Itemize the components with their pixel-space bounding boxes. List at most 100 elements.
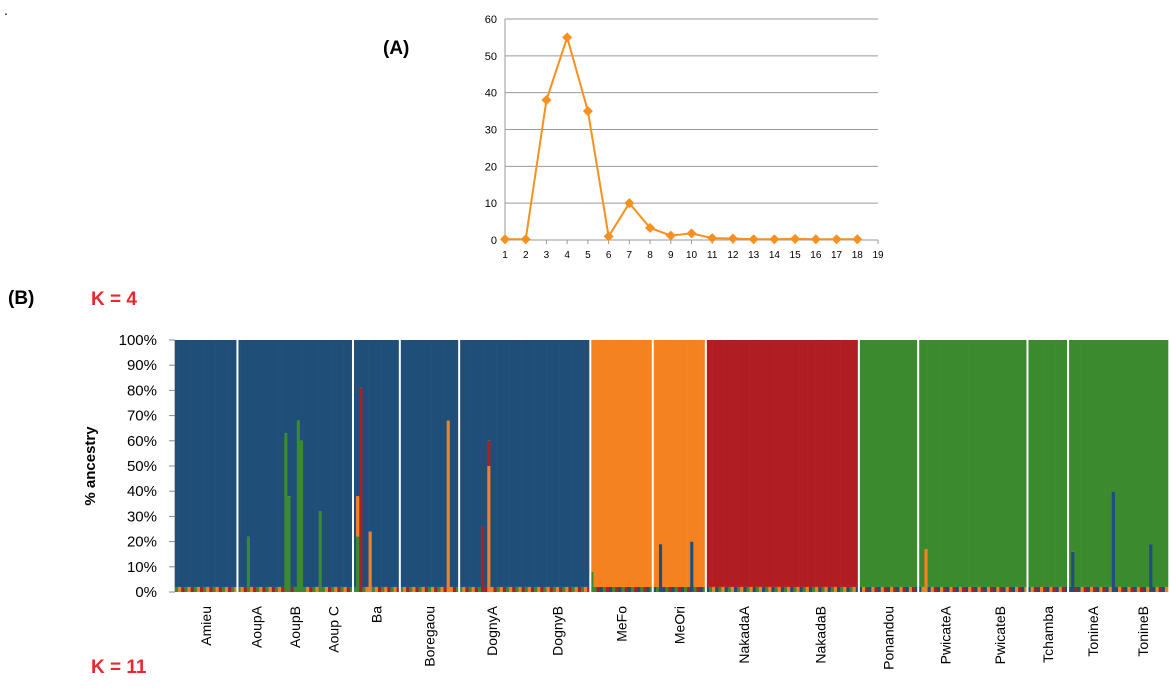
group-label: Aoup C [326,606,342,653]
ancestry-bar-segment-green [905,340,910,587]
ancestry-bar-segment-green [999,340,1003,587]
ancestry-bar-segment-orange [977,586,981,592]
x-tick-label: 2 [523,250,529,261]
ancestry-bar-segment-red [190,586,195,592]
ancestry-bar-segment-orange [609,340,613,587]
ancestry-bar-segment-orange [471,586,476,592]
ancestry-bar-segment-green [896,340,900,587]
ancestry-bar-segment-blue [549,340,554,587]
ancestry-bar-segment-red [549,586,554,592]
ancestry-bar-segment-red [1130,586,1134,592]
ancestry-bar-segment-blue [274,340,279,587]
ancestry-bar-segment-red [830,340,835,587]
ancestry-bar-segment-orange [627,340,632,587]
ancestry-bar-segment-orange [596,340,600,587]
y-tick-label: 60 [485,14,497,26]
ancestry-bar-segment-blue [524,340,529,587]
ancestry-bar-segment-blue [481,340,485,527]
data-point [645,222,656,233]
ancestry-bar-segment-blue [1124,586,1128,592]
ancestry-bar-segment-orange [1049,586,1053,592]
ancestry-bar-segment-red [596,586,600,592]
ancestry-bar-segment-red [474,586,479,592]
ancestry-bar-segment-green [1124,340,1128,587]
ancestry-bar-segment-blue [818,586,822,592]
ancestry-bar-segment-green [1099,340,1103,587]
ancestry-bar-segment-green [265,586,269,592]
ancestry-bar-segment-orange [815,586,819,592]
ancestry-bar-segment-blue [349,340,354,587]
ancestry-bar-segment-blue [671,586,675,592]
ancestry-bar-segment-blue [243,340,248,587]
ancestry-bar-segment-orange [1099,586,1103,592]
ancestry-bar-segment-blue [877,586,882,592]
ancestry-bar-segment-blue [1021,586,1025,592]
ancestry-bar-segment-red [758,340,763,587]
ancestry-bar-segment-red [668,586,672,592]
group-label: MeOri [671,606,687,644]
ancestry-bar-segment-red [874,586,878,592]
ancestry-bar-segment-green [231,586,235,592]
ancestry-bar-segment-green [1061,340,1066,587]
group-label: DognyB [550,606,566,656]
ancestry-bar-segment-blue [762,586,766,592]
ancestry-bar-segment-green [1105,340,1109,587]
x-tick-label: 5 [585,250,591,261]
ancestry-bar-segment-orange [334,586,338,592]
ancestry-bar-segment-blue [268,340,273,587]
ancestry-bar-segment-green [802,586,807,592]
ancestry-bar-segment-orange [721,586,725,592]
ancestry-bar-segment-red [1102,586,1106,592]
ancestry-bar-segment-blue [752,586,757,592]
ancestry-bar-segment-blue [265,340,269,587]
ancestry-bar-segment-blue [652,586,657,592]
ancestry-bar-segment-orange [196,586,201,592]
ancestry-bar-segment-blue [321,340,326,587]
ancestry-bar-segment-green [702,586,707,592]
ancestry-bar-segment-green [949,340,953,587]
ancestry-bar-segment-orange [618,340,622,587]
ancestry-bar-segment-green [1127,340,1131,587]
ancestry-bar-segment-green [1161,340,1166,587]
ancestry-bar-segment-green [212,586,216,592]
ancestry-bar-segment-blue [509,340,513,587]
ancestry-bar-segment-blue [253,340,257,587]
ancestry-bar-segment-blue [915,586,919,592]
ancestry-bar-segment-red [883,586,888,592]
ancestry-bar-segment-green [1021,340,1025,587]
ancestry-bar-segment-blue [443,340,447,587]
ancestry-bar-segment-red [705,340,710,587]
y-tick-label: 60% [127,433,157,450]
ancestry-bar-segment-blue [1111,491,1116,592]
ancestry-bar-segment-blue [381,340,385,587]
ancestry-bar-segment-orange [880,586,885,592]
ancestry-bar-segment-green [927,340,931,587]
ancestry-bar-segment-green [727,586,732,592]
ancestry-bar-segment-red [1018,586,1022,592]
ancestry-bar-segment-orange [924,549,928,592]
ancestry-bar-segment-green [256,586,260,592]
ancestry-bar-segment-blue [493,340,497,587]
ancestry-bar-segment-green [1093,340,1097,587]
ancestry-bar-segment-red [802,340,807,587]
ancestry-bar-segment-blue [515,340,519,587]
ancestry-bar-segment-green [312,586,316,592]
ancestry-bar-segment-orange [730,586,735,592]
ancestry-bar-segment-red [799,340,803,587]
group-label: NakadaA [736,605,752,663]
ancestry-bar-segment-blue [780,586,785,592]
ancestry-bar-segment-orange [612,340,616,587]
ancestry-bar-segment-green [840,586,844,592]
ancestry-bar-segment-orange [690,340,694,542]
ancestry-bar-segment-blue [868,586,872,592]
ancestry-bar-segment-orange [921,586,925,592]
ancestry-bar-segment-blue [346,340,351,587]
ancestry-bar-segment-green [868,340,872,587]
ancestry-bar-segment-blue [218,340,223,587]
ancestry-bar-segment-green [958,340,963,587]
ancestry-bar-segment-red [424,586,429,592]
ancestry-bar-segment-blue [356,340,360,497]
x-tick-label: 18 [852,250,864,261]
data-point [603,231,614,242]
ancestry-bar-segment-blue [387,340,391,587]
